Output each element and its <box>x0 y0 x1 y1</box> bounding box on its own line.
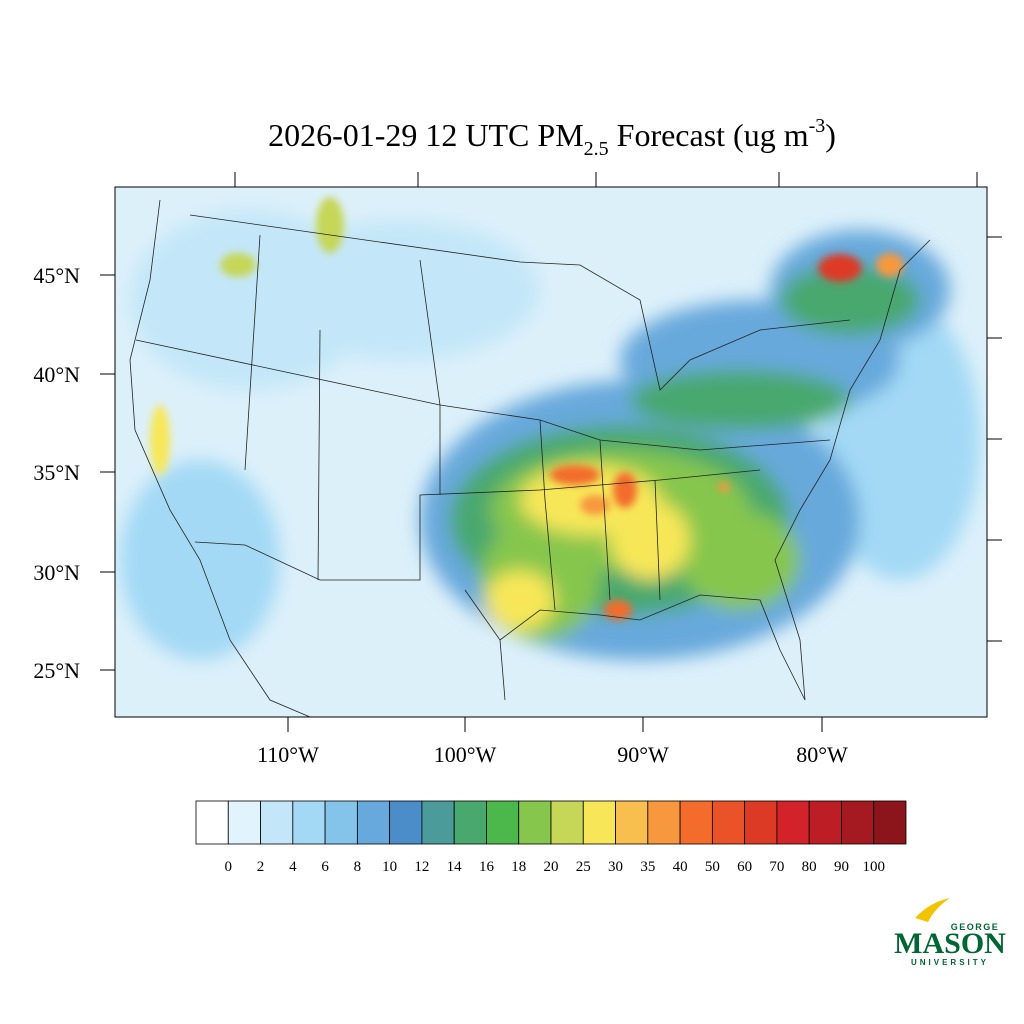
colorbar-box <box>808 800 842 845</box>
colorbar-label: 35 <box>640 859 655 875</box>
colorbar-box <box>486 800 520 845</box>
colorbar-label: 30 <box>608 859 623 875</box>
lon-label: 100°W <box>434 742 497 767</box>
colorbar-box <box>841 800 875 845</box>
title-end: ) <box>825 117 836 153</box>
lat-label: 35°N <box>33 460 80 485</box>
colorbar-box <box>453 800 487 845</box>
colorbar-box <box>873 800 907 845</box>
logo-bottom: UNIVERSITY <box>911 958 989 967</box>
colorbar-box <box>260 800 294 845</box>
colorbar-box <box>389 800 423 845</box>
colorbar-box <box>647 800 681 845</box>
title-sup: -3 <box>809 115 826 137</box>
colorbar-label: 0 <box>225 859 233 875</box>
lon-label: 80°W <box>796 742 848 767</box>
frame-ticks <box>234 172 1002 642</box>
logo: GEORGE MASON UNIVERSITY <box>894 898 1006 967</box>
colorbar-label: 10 <box>382 859 397 875</box>
colorbar-box <box>518 800 552 845</box>
colorbar-label: 2 <box>257 859 265 875</box>
colorbar-box <box>582 800 616 845</box>
title-middle: Forecast (ug m <box>609 117 809 153</box>
lat-label: 30°N <box>33 560 80 585</box>
colorbar-box <box>776 800 810 845</box>
colorbar-label: 14 <box>447 859 463 875</box>
colorbar-label: 40 <box>673 859 688 875</box>
colorbar-label: 60 <box>737 859 752 875</box>
colorbar-label: 50 <box>705 859 720 875</box>
axes: 45°N 40°N 35°N 30°N 25°N 110°W 100°W 90°W 80°W <box>33 263 848 767</box>
colorbar-box <box>356 800 391 845</box>
colorbar-label: 80 <box>802 859 817 875</box>
boundaries <box>129 199 931 717</box>
lat-label: 25°N <box>33 658 80 683</box>
colorbar-label: 16 <box>479 859 495 875</box>
colorbar-box <box>711 800 746 845</box>
colorbar-label: 70 <box>769 859 784 875</box>
colorbar-box <box>292 800 326 845</box>
lon-label: 90°W <box>617 742 669 767</box>
colorbar-box <box>550 800 584 845</box>
colorbar-label: 100 <box>862 859 885 875</box>
colorbar-box <box>744 800 778 845</box>
lat-label: 45°N <box>33 263 80 288</box>
logo-top: GEORGE <box>951 922 1000 932</box>
colorbar-box <box>195 800 229 845</box>
colorbar-label: 20 <box>544 859 559 875</box>
logo-flame <box>915 898 950 922</box>
title-sub: 2.5 <box>584 138 609 160</box>
colorbar-label: 12 <box>414 859 429 875</box>
colorbar-label: 4 <box>289 859 297 875</box>
lon-label: 110°W <box>257 742 319 767</box>
colorbar-box <box>324 800 358 845</box>
colorbar-box <box>421 800 455 845</box>
hotspots <box>150 197 904 620</box>
colorbar-label: 8 <box>354 859 362 875</box>
map-field <box>115 187 987 717</box>
colorbar-label: 6 <box>321 859 329 875</box>
lat-label: 40°N <box>33 362 80 387</box>
colorbar-box <box>679 800 713 845</box>
title-main: 2026-01-29 12 UTC PM <box>268 117 584 153</box>
colorbar-box <box>615 800 649 845</box>
logo-main: MASON <box>894 927 1006 960</box>
colorbar-box <box>227 800 261 845</box>
colorbar: 0 2 4 6 8 10 12 14 16 18 20 25 30 35 40 50 60 70 80 90 100 <box>195 800 907 875</box>
colorbar-label: 25 <box>576 859 591 875</box>
map-frame <box>114 186 988 718</box>
title: 2026-01-29 12 UTC PM2.5 Forecast (ug m-3… <box>268 115 836 160</box>
colorbar-label: 18 <box>511 859 526 875</box>
colorbar-label: 90 <box>834 859 849 875</box>
